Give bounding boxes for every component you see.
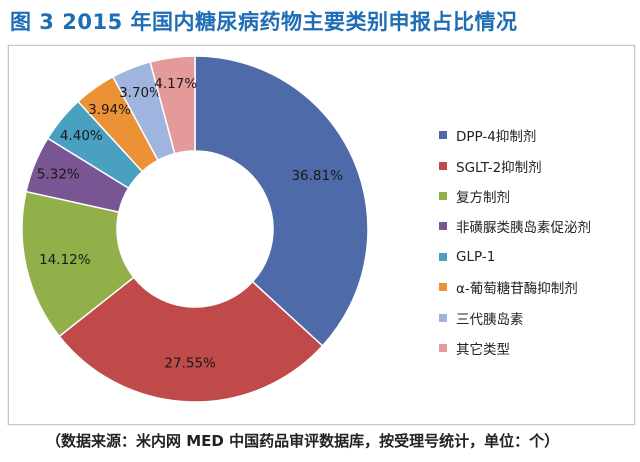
slice-data-label: 3.70% [119,85,162,101]
chart-legend: DPP-4抑制剂 SGLT-2抑制剂 复方制剂非磺脲类胰岛素促泌剂 GLP-1 α-葡萄… [439,120,591,363]
chart-area: 36.81% 27.55% 14.12% 5.32% 4.40% 3.94% 3.70% 4.… [8,45,635,425]
legend-entry: 其它类型 [439,333,591,363]
legend-entry: 非磺脲类胰岛素促泌剂 [439,211,591,241]
donut-slice [58,276,324,403]
legend-label: 非磺脲类胰岛素促泌剂 [456,220,591,237]
legend-label: 复方制剂 [456,189,510,206]
legend-entry: 复方制剂 [439,181,591,211]
legend-swatch [439,343,447,352]
slice-data-label: 4.40% [60,128,103,144]
donut-slice [149,55,196,155]
legend-label: 其它类型 [456,341,510,358]
legend-swatch [439,313,447,322]
donut-slice [21,190,135,338]
slice-data-label: 5.32% [37,167,80,183]
slice-data-label: 27.55% [164,355,216,371]
slice-data-label: 14.12% [39,252,91,268]
donut-chart: 36.81% 27.55% 14.12% 5.32% 4.40% 3.94%3.70%4.… [21,55,369,403]
legend-swatch [439,191,447,200]
legend-label: 三代胰岛素 [456,311,524,328]
legend-entry: SGLT-2抑制剂 [439,150,591,180]
legend-entry: GLP-1 [439,242,591,272]
legend-label: DPP-4抑制剂 [456,129,537,146]
legend-label: GLP-1 [456,248,496,265]
legend-swatch [439,283,447,292]
data-source-note: （数据来源：米内网 MED 中国药品审评数据库，按受理号统计，单位：个） [46,432,560,450]
legend-entry: α-葡萄糖苷酶抑制剂 [439,272,591,302]
legend-swatch [439,252,447,261]
legend-entry: 三代胰岛素 [439,302,591,332]
donut-slice [194,55,369,347]
slice-data-label: 3.94% [88,102,131,118]
legend-swatch [439,131,447,140]
slice-data-label: 4.17% [154,76,197,92]
legend-entry: DPP-4抑制剂 [439,120,591,150]
slice-data-label: 36.81% [291,168,343,184]
legend-swatch [439,161,447,170]
chart-title: 图 3 2015 年国内糖尿病药物主要类别申报占比情况 [10,10,518,34]
legend-swatch [439,222,447,231]
legend-label: α-葡萄糖苷酶抑制剂 [456,281,578,298]
legend-label: SGLT-2抑制剂 [456,159,542,176]
